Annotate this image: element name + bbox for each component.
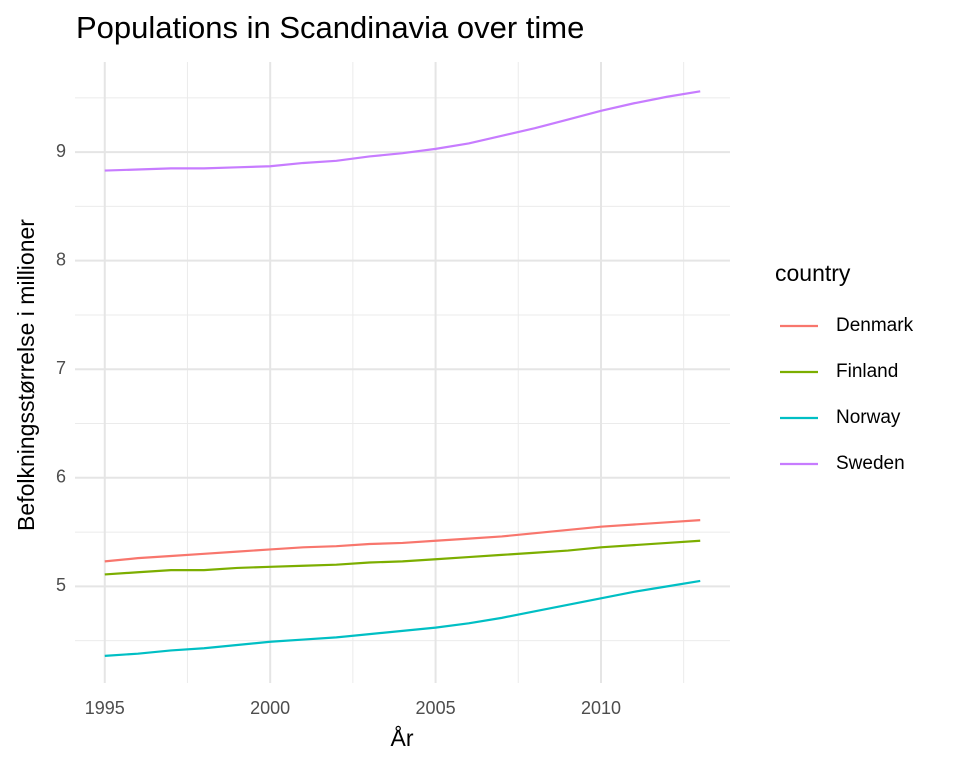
- y-tick-label: 7: [56, 358, 66, 378]
- legend-label: Sweden: [836, 453, 905, 474]
- legend-label: Finland: [836, 361, 898, 382]
- x-tick-label: 2005: [416, 698, 456, 718]
- series-line: [104, 519, 701, 563]
- series-line: [104, 90, 701, 172]
- y-axis-label: Befolkningsstørrelse i millioner: [13, 219, 39, 531]
- x-tick-label: 1995: [85, 698, 125, 718]
- chart-title: Populations in Scandinavia over time: [76, 10, 584, 45]
- x-axis-label: År: [391, 724, 414, 751]
- y-tick-label: 9: [56, 141, 66, 161]
- y-tick-label: 8: [56, 249, 66, 269]
- series-line: [104, 539, 701, 576]
- legend-label: Denmark: [836, 315, 914, 336]
- x-tick-label: 2000: [250, 698, 290, 718]
- y-tick-label: 5: [56, 575, 66, 595]
- legend-title: country: [775, 260, 851, 286]
- series-line: [104, 579, 701, 657]
- y-tick-label: 6: [56, 467, 66, 487]
- legend-label: Norway: [836, 407, 901, 428]
- x-tick-label: 2010: [581, 698, 621, 718]
